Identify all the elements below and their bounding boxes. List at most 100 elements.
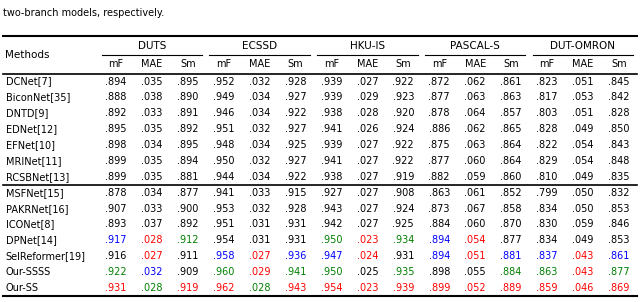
Text: .830: .830	[536, 220, 557, 230]
Text: .881: .881	[500, 251, 522, 261]
Text: .939: .939	[321, 77, 342, 87]
Text: .928: .928	[285, 77, 307, 87]
Text: MAE: MAE	[572, 59, 593, 69]
Text: .063: .063	[465, 140, 486, 150]
Text: .899: .899	[105, 172, 127, 182]
Text: .952: .952	[213, 77, 234, 87]
Text: .922: .922	[392, 140, 414, 150]
Text: .922: .922	[392, 156, 414, 166]
Text: .954: .954	[321, 283, 342, 293]
Text: two-branch models, respectively.: two-branch models, respectively.	[3, 8, 164, 18]
Text: .922: .922	[392, 77, 414, 87]
Text: .890: .890	[177, 92, 198, 102]
Text: .028: .028	[249, 283, 270, 293]
Text: .027: .027	[141, 251, 163, 261]
Text: .034: .034	[249, 172, 270, 182]
Text: .051: .051	[572, 108, 594, 118]
Text: .877: .877	[500, 235, 522, 246]
Text: .882: .882	[428, 172, 450, 182]
Text: .046: .046	[572, 283, 593, 293]
Text: .031: .031	[249, 235, 270, 246]
Text: .067: .067	[465, 204, 486, 214]
Text: .960: .960	[213, 267, 234, 277]
Text: .892: .892	[177, 220, 198, 230]
Text: .027: .027	[356, 188, 378, 198]
Text: PASCAL-S: PASCAL-S	[450, 40, 500, 51]
Text: .877: .877	[428, 156, 450, 166]
Text: .842: .842	[608, 92, 630, 102]
Text: Sm: Sm	[503, 59, 519, 69]
Text: .823: .823	[536, 77, 557, 87]
Text: MRINet[11]: MRINet[11]	[6, 156, 61, 166]
Text: .917: .917	[105, 235, 127, 246]
Text: .908: .908	[392, 188, 414, 198]
Text: .832: .832	[608, 188, 630, 198]
Text: .062: .062	[465, 124, 486, 134]
Text: .934: .934	[392, 235, 414, 246]
Text: .864: .864	[500, 140, 522, 150]
Text: .938: .938	[321, 108, 342, 118]
Text: .894: .894	[177, 156, 198, 166]
Text: ECSSD: ECSSD	[242, 40, 277, 51]
Text: .892: .892	[105, 108, 127, 118]
Text: .858: .858	[500, 204, 522, 214]
Text: .869: .869	[608, 283, 630, 293]
Text: DPNet[14]: DPNet[14]	[6, 235, 56, 246]
Text: .026: .026	[356, 124, 378, 134]
Text: .894: .894	[429, 251, 450, 261]
Text: .031: .031	[249, 220, 270, 230]
Text: .049: .049	[572, 172, 593, 182]
Text: .898: .898	[105, 140, 127, 150]
Text: .922: .922	[285, 108, 307, 118]
Text: .037: .037	[141, 220, 163, 230]
Text: .922: .922	[105, 267, 127, 277]
Text: MSFNet[15]: MSFNet[15]	[6, 188, 63, 198]
Text: .835: .835	[608, 172, 630, 182]
Text: .944: .944	[213, 172, 234, 182]
Text: .950: .950	[213, 156, 234, 166]
Text: .943: .943	[285, 283, 306, 293]
Text: .927: .927	[321, 188, 342, 198]
Text: .033: .033	[141, 204, 163, 214]
Text: .931: .931	[105, 283, 127, 293]
Text: DUTS: DUTS	[138, 40, 166, 51]
Text: .938: .938	[321, 172, 342, 182]
Text: .817: .817	[536, 92, 557, 102]
Text: .059: .059	[465, 172, 486, 182]
Text: .857: .857	[500, 108, 522, 118]
Text: mF: mF	[431, 59, 447, 69]
Text: .931: .931	[285, 220, 306, 230]
Text: .059: .059	[572, 220, 594, 230]
Text: .946: .946	[213, 108, 234, 118]
Text: .848: .848	[608, 156, 630, 166]
Text: .895: .895	[177, 77, 198, 87]
Text: .939: .939	[321, 140, 342, 150]
Text: .941: .941	[321, 156, 342, 166]
Text: .942: .942	[321, 220, 342, 230]
Text: .845: .845	[608, 77, 630, 87]
Text: .891: .891	[177, 108, 198, 118]
Text: .052: .052	[465, 283, 486, 293]
Text: Sm: Sm	[611, 59, 627, 69]
Text: mF: mF	[108, 59, 124, 69]
Text: .027: .027	[356, 156, 378, 166]
Text: .850: .850	[608, 124, 630, 134]
Text: .909: .909	[177, 267, 198, 277]
Text: .859: .859	[536, 283, 557, 293]
Text: .931: .931	[285, 235, 306, 246]
Text: .925: .925	[285, 140, 307, 150]
Text: .834: .834	[536, 204, 557, 214]
Text: .919: .919	[392, 172, 414, 182]
Text: .925: .925	[392, 220, 414, 230]
Text: .863: .863	[429, 188, 450, 198]
Text: .954: .954	[213, 235, 234, 246]
Text: .043: .043	[572, 251, 593, 261]
Text: RCSBNet[13]: RCSBNet[13]	[6, 172, 69, 182]
Text: .027: .027	[356, 220, 378, 230]
Text: .939: .939	[321, 92, 342, 102]
Text: .852: .852	[500, 188, 522, 198]
Text: .919: .919	[177, 283, 198, 293]
Text: .034: .034	[249, 140, 270, 150]
Text: .023: .023	[356, 235, 378, 246]
Text: .843: .843	[608, 140, 630, 150]
